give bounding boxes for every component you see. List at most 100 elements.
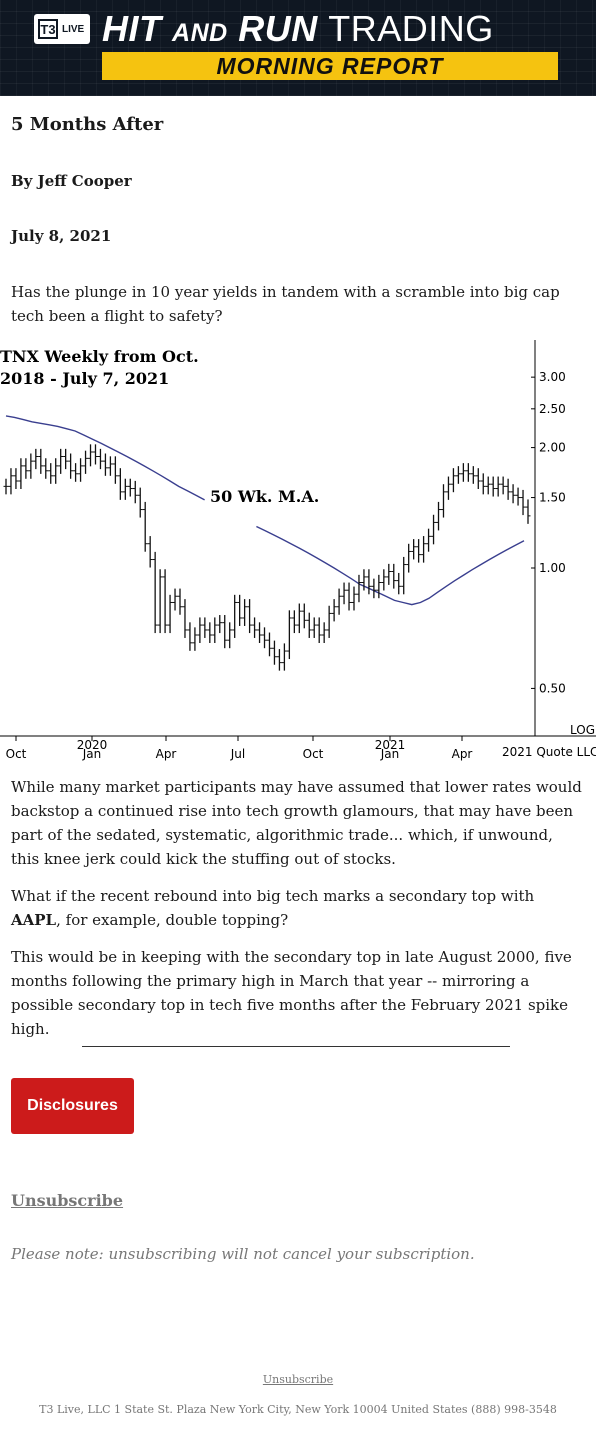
price-bar bbox=[475, 468, 481, 490]
price-bar bbox=[356, 574, 362, 603]
chart-scale-label: LOG bbox=[570, 723, 595, 737]
price-bars-group bbox=[3, 444, 531, 671]
unsubscribe-link[interactable]: Unsubscribe bbox=[11, 1191, 124, 1210]
price-bar bbox=[391, 563, 397, 589]
price-bar bbox=[411, 539, 417, 560]
price-bar bbox=[455, 466, 461, 484]
price-bar bbox=[366, 569, 372, 595]
p2-text-before: What if the recent rebound into big tech… bbox=[11, 887, 535, 905]
brand-subtitle: MORNING REPORT bbox=[102, 52, 558, 80]
title-run: RUN bbox=[238, 8, 318, 49]
price-bar bbox=[152, 551, 158, 634]
price-bar bbox=[58, 448, 64, 474]
y-tick-label: 2.50 bbox=[539, 402, 566, 416]
price-bar bbox=[172, 588, 178, 611]
price-bar bbox=[520, 489, 526, 516]
y-ticks-group: 3.00 2.50 2.00 1.50 1.00 0.50 bbox=[531, 370, 566, 695]
banner-grid-background bbox=[0, 0, 596, 96]
price-bar bbox=[271, 640, 277, 665]
price-bar bbox=[162, 569, 168, 634]
section-divider bbox=[82, 1046, 510, 1047]
x-tick-year: 2020 bbox=[77, 738, 108, 752]
price-bar bbox=[48, 463, 54, 484]
price-bar bbox=[450, 468, 456, 493]
price-bar bbox=[311, 617, 317, 638]
price-bar bbox=[107, 456, 113, 476]
price-bar bbox=[276, 649, 282, 671]
x-tick-label: Jan bbox=[380, 747, 400, 761]
price-bar bbox=[515, 487, 521, 506]
ma50-line-group bbox=[5, 415, 525, 606]
x-tick-label: Jul bbox=[230, 747, 245, 761]
y-tick-label: 0.50 bbox=[539, 681, 566, 695]
footer-unsubscribe-link[interactable]: Unsubscribe bbox=[262, 1373, 334, 1386]
price-bar bbox=[73, 463, 79, 482]
price-bar bbox=[431, 514, 437, 545]
footer-address: T3 Live, LLC 1 State St. Plaza New York … bbox=[39, 1403, 557, 1416]
price-bar bbox=[242, 599, 248, 626]
y-tick-label: 3.00 bbox=[539, 370, 566, 384]
price-bar bbox=[396, 572, 402, 595]
price-bar bbox=[416, 539, 422, 563]
price-bar bbox=[88, 444, 94, 467]
price-bar bbox=[122, 478, 128, 500]
chart-ma-annotation: 50 Wk. M.A. bbox=[210, 487, 319, 506]
price-bar bbox=[177, 588, 183, 615]
price-bar bbox=[262, 627, 268, 649]
price-bar bbox=[465, 463, 471, 482]
title-hit: HIT bbox=[102, 8, 162, 49]
price-bar bbox=[112, 456, 118, 484]
price-bar bbox=[167, 594, 173, 634]
article-byline: By Jeff Cooper bbox=[11, 172, 132, 190]
ma50-line bbox=[5, 415, 205, 501]
price-bar bbox=[460, 463, 466, 482]
price-bar bbox=[505, 478, 511, 500]
x-tick-year: 2021 bbox=[375, 738, 406, 752]
price-bar bbox=[495, 476, 501, 497]
header-banner: T3 LIVE HIT AND RUN TRADING MORNING REPO… bbox=[0, 0, 596, 96]
price-bar bbox=[306, 612, 312, 638]
price-bar bbox=[346, 582, 352, 611]
price-bar bbox=[232, 594, 238, 638]
price-bar bbox=[78, 458, 84, 482]
article-paragraph-1: While many market participants may have … bbox=[11, 778, 582, 868]
price-bar bbox=[102, 453, 108, 476]
price-bar bbox=[341, 582, 347, 605]
price-bar bbox=[426, 528, 432, 552]
disclosures-button[interactable]: Disclosures bbox=[11, 1078, 134, 1134]
price-bar bbox=[291, 610, 297, 634]
price-bar bbox=[301, 603, 307, 629]
article-title: 5 Months After bbox=[11, 114, 164, 135]
price-bar bbox=[296, 603, 302, 634]
p2-ticker-aapl: AAPL bbox=[11, 911, 57, 929]
x-tick-label: Jan bbox=[82, 747, 102, 761]
price-bar bbox=[490, 476, 496, 497]
price-bar bbox=[386, 563, 392, 585]
title-trading: TRADING bbox=[328, 8, 494, 49]
price-bar bbox=[217, 615, 223, 634]
price-bar bbox=[38, 448, 44, 474]
p2-text-after: , for example, double topping? bbox=[56, 911, 289, 929]
price-bar bbox=[485, 476, 491, 495]
price-bar bbox=[147, 536, 153, 568]
chart-title-line2: 2018 - July 7, 2021 bbox=[0, 369, 169, 388]
price-bar bbox=[23, 458, 29, 479]
article-paragraph-3: This would be in keeping with the second… bbox=[11, 948, 572, 1038]
price-bar bbox=[13, 468, 19, 490]
price-bar bbox=[406, 543, 412, 573]
title-and: AND bbox=[172, 19, 228, 47]
price-bar bbox=[8, 468, 14, 495]
price-bar bbox=[266, 632, 272, 657]
t3-live-logo[interactable]: T3 LIVE bbox=[34, 14, 90, 44]
price-bar bbox=[142, 501, 148, 552]
price-bar bbox=[212, 617, 218, 643]
price-bar bbox=[28, 453, 34, 479]
y-tick-label: 1.50 bbox=[539, 491, 566, 505]
price-bar bbox=[63, 448, 69, 470]
price-bar bbox=[237, 594, 243, 626]
price-bar bbox=[247, 599, 253, 634]
article-date: July 8, 2021 bbox=[11, 227, 112, 245]
y-tick-label: 2.00 bbox=[539, 441, 566, 455]
price-bar bbox=[445, 476, 451, 500]
price-bar bbox=[500, 476, 506, 495]
